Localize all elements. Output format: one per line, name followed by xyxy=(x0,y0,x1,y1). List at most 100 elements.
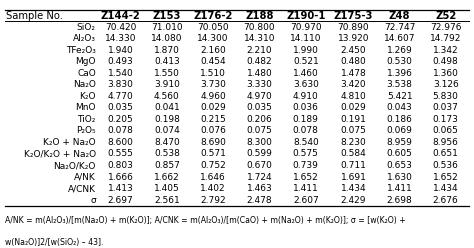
Text: 0.186: 0.186 xyxy=(387,115,413,124)
Text: 0.670: 0.670 xyxy=(246,161,273,170)
Text: 70.050: 70.050 xyxy=(197,23,229,32)
Text: 1.434: 1.434 xyxy=(341,184,366,193)
Text: 70.890: 70.890 xyxy=(337,23,369,32)
Text: 0.173: 0.173 xyxy=(433,115,459,124)
Text: 0.493: 0.493 xyxy=(108,57,134,66)
Text: 1.540: 1.540 xyxy=(108,69,134,78)
Text: 0.035: 0.035 xyxy=(108,103,134,112)
Text: Na₂O/K₂O: Na₂O/K₂O xyxy=(54,161,96,170)
Text: 4.810: 4.810 xyxy=(340,92,366,101)
Text: P₂O₅: P₂O₅ xyxy=(76,126,96,135)
Text: 2.210: 2.210 xyxy=(246,46,272,55)
Text: K₂O/K₂O + Na₂O: K₂O/K₂O + Na₂O xyxy=(24,150,96,158)
Text: 14.110: 14.110 xyxy=(290,34,321,43)
Text: Z48: Z48 xyxy=(389,11,410,21)
Text: 0.530: 0.530 xyxy=(387,57,413,66)
Text: 3.420: 3.420 xyxy=(341,80,366,89)
Text: 1.662: 1.662 xyxy=(154,173,180,182)
Text: 0.043: 0.043 xyxy=(387,103,412,112)
Text: 1.478: 1.478 xyxy=(340,69,366,78)
Text: 1.666: 1.666 xyxy=(108,173,134,182)
Text: Na₂O: Na₂O xyxy=(73,80,96,89)
Text: 72.747: 72.747 xyxy=(384,23,415,32)
Text: 2.697: 2.697 xyxy=(108,196,134,205)
Text: 0.075: 0.075 xyxy=(340,126,366,135)
Text: 14.310: 14.310 xyxy=(244,34,275,43)
Text: 8.600: 8.600 xyxy=(108,138,134,147)
Text: 1.413: 1.413 xyxy=(108,184,134,193)
Text: 2.676: 2.676 xyxy=(433,196,458,205)
Text: 0.041: 0.041 xyxy=(154,103,180,112)
Text: 2.698: 2.698 xyxy=(387,196,412,205)
Text: 0.752: 0.752 xyxy=(201,161,226,170)
Text: Z176-2: Z176-2 xyxy=(193,11,233,21)
Text: 0.803: 0.803 xyxy=(108,161,134,170)
Text: Z175-3: Z175-3 xyxy=(334,11,373,21)
Text: A/NK = m(Al₂O₃)/[m(Na₂O) + m(K₂O)]; A/CNK = m(Al₂O₃)/[m(CaO) + m(Na₂O) + m(K₂O)]: A/NK = m(Al₂O₃)/[m(Na₂O) + m(K₂O)]; A/CN… xyxy=(5,216,405,225)
Text: 0.498: 0.498 xyxy=(433,57,458,66)
Text: 2.429: 2.429 xyxy=(341,196,366,205)
Text: 8.690: 8.690 xyxy=(200,138,226,147)
Text: 1.652: 1.652 xyxy=(293,173,319,182)
Text: 0.454: 0.454 xyxy=(201,57,226,66)
Text: 0.215: 0.215 xyxy=(201,115,226,124)
Text: 8.540: 8.540 xyxy=(293,138,319,147)
Text: 0.074: 0.074 xyxy=(154,126,180,135)
Text: 0.711: 0.711 xyxy=(340,161,366,170)
Text: Z188: Z188 xyxy=(245,11,273,21)
Text: 0.571: 0.571 xyxy=(200,150,226,158)
Text: 2.561: 2.561 xyxy=(154,196,180,205)
Text: 13.920: 13.920 xyxy=(337,34,369,43)
Text: 4.560: 4.560 xyxy=(154,92,180,101)
Text: 3.730: 3.730 xyxy=(200,80,226,89)
Text: Sample No.: Sample No. xyxy=(6,11,63,21)
Text: 5.830: 5.830 xyxy=(433,92,459,101)
Text: 8.300: 8.300 xyxy=(246,138,273,147)
Text: A/NK: A/NK xyxy=(74,173,96,182)
Text: 1.269: 1.269 xyxy=(387,46,412,55)
Text: 2.478: 2.478 xyxy=(246,196,272,205)
Text: CaO: CaO xyxy=(77,69,96,78)
Text: 8.470: 8.470 xyxy=(154,138,180,147)
Text: 1.630: 1.630 xyxy=(387,173,413,182)
Text: 0.555: 0.555 xyxy=(108,150,134,158)
Text: 3.830: 3.830 xyxy=(108,80,134,89)
Text: 8.956: 8.956 xyxy=(433,138,459,147)
Text: 14.330: 14.330 xyxy=(105,34,137,43)
Text: Z153: Z153 xyxy=(153,11,181,21)
Text: 1.510: 1.510 xyxy=(200,69,226,78)
Text: 1.870: 1.870 xyxy=(154,46,180,55)
Text: 4.770: 4.770 xyxy=(108,92,134,101)
Text: 0.189: 0.189 xyxy=(293,115,319,124)
Text: Z144-2: Z144-2 xyxy=(100,11,140,21)
Text: 0.413: 0.413 xyxy=(154,57,180,66)
Text: 0.069: 0.069 xyxy=(387,126,413,135)
Text: 3.538: 3.538 xyxy=(387,80,413,89)
Text: 0.076: 0.076 xyxy=(200,126,226,135)
Text: 0.036: 0.036 xyxy=(293,103,319,112)
Text: 0.206: 0.206 xyxy=(246,115,273,124)
Text: TFe₂O₃: TFe₂O₃ xyxy=(66,46,96,55)
Text: 3.630: 3.630 xyxy=(293,80,319,89)
Text: 0.075: 0.075 xyxy=(246,126,273,135)
Text: 1.402: 1.402 xyxy=(201,184,226,193)
Text: 1.405: 1.405 xyxy=(154,184,180,193)
Text: 0.575: 0.575 xyxy=(293,150,319,158)
Text: 0.198: 0.198 xyxy=(154,115,180,124)
Text: 70.970: 70.970 xyxy=(290,23,321,32)
Text: 5.421: 5.421 xyxy=(387,92,412,101)
Text: 2.792: 2.792 xyxy=(201,196,226,205)
Text: MnO: MnO xyxy=(75,103,96,112)
Text: 1.550: 1.550 xyxy=(154,69,180,78)
Text: 0.035: 0.035 xyxy=(246,103,273,112)
Text: 0.078: 0.078 xyxy=(108,126,134,135)
Text: 0.538: 0.538 xyxy=(154,150,180,158)
Text: 70.420: 70.420 xyxy=(105,23,137,32)
Text: w(Na₂O)]2/[w(SiO₂) – 43].: w(Na₂O)]2/[w(SiO₂) – 43]. xyxy=(5,238,103,247)
Text: 0.536: 0.536 xyxy=(433,161,459,170)
Text: 0.205: 0.205 xyxy=(108,115,134,124)
Text: 1.724: 1.724 xyxy=(246,173,272,182)
Text: 70.800: 70.800 xyxy=(244,23,275,32)
Text: 1.342: 1.342 xyxy=(433,46,458,55)
Text: 14.080: 14.080 xyxy=(151,34,182,43)
